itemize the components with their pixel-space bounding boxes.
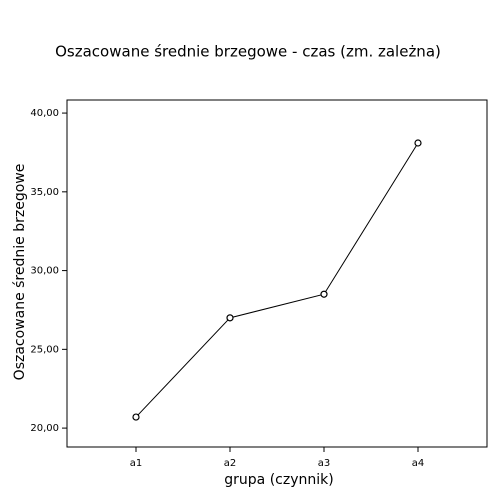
- x-tick-label: a3: [318, 458, 331, 469]
- data-line: [135, 142, 419, 418]
- data-point: [132, 413, 140, 421]
- y-tick-label: 25,00: [30, 344, 59, 355]
- plot-frame: [66, 99, 488, 448]
- x-tick-label: a2: [224, 458, 237, 469]
- y-tick-label: 30,00: [30, 266, 59, 277]
- x-tick-label: a1: [130, 458, 143, 469]
- data-point: [414, 139, 422, 147]
- y-axis-label: Oszacowane średnie brzegowe: [12, 164, 28, 381]
- x-tick-label: a4: [412, 458, 425, 469]
- data-point: [226, 314, 234, 322]
- chart-title: Oszacowane średnie brzegowe - czas (zm. …: [55, 43, 441, 61]
- y-tick-label: 40,00: [30, 108, 59, 119]
- y-tick-label: 20,00: [30, 423, 59, 434]
- y-tick-label: 35,00: [30, 187, 59, 198]
- data-point: [320, 290, 328, 298]
- x-axis-label: grupa (czynnik): [224, 472, 333, 488]
